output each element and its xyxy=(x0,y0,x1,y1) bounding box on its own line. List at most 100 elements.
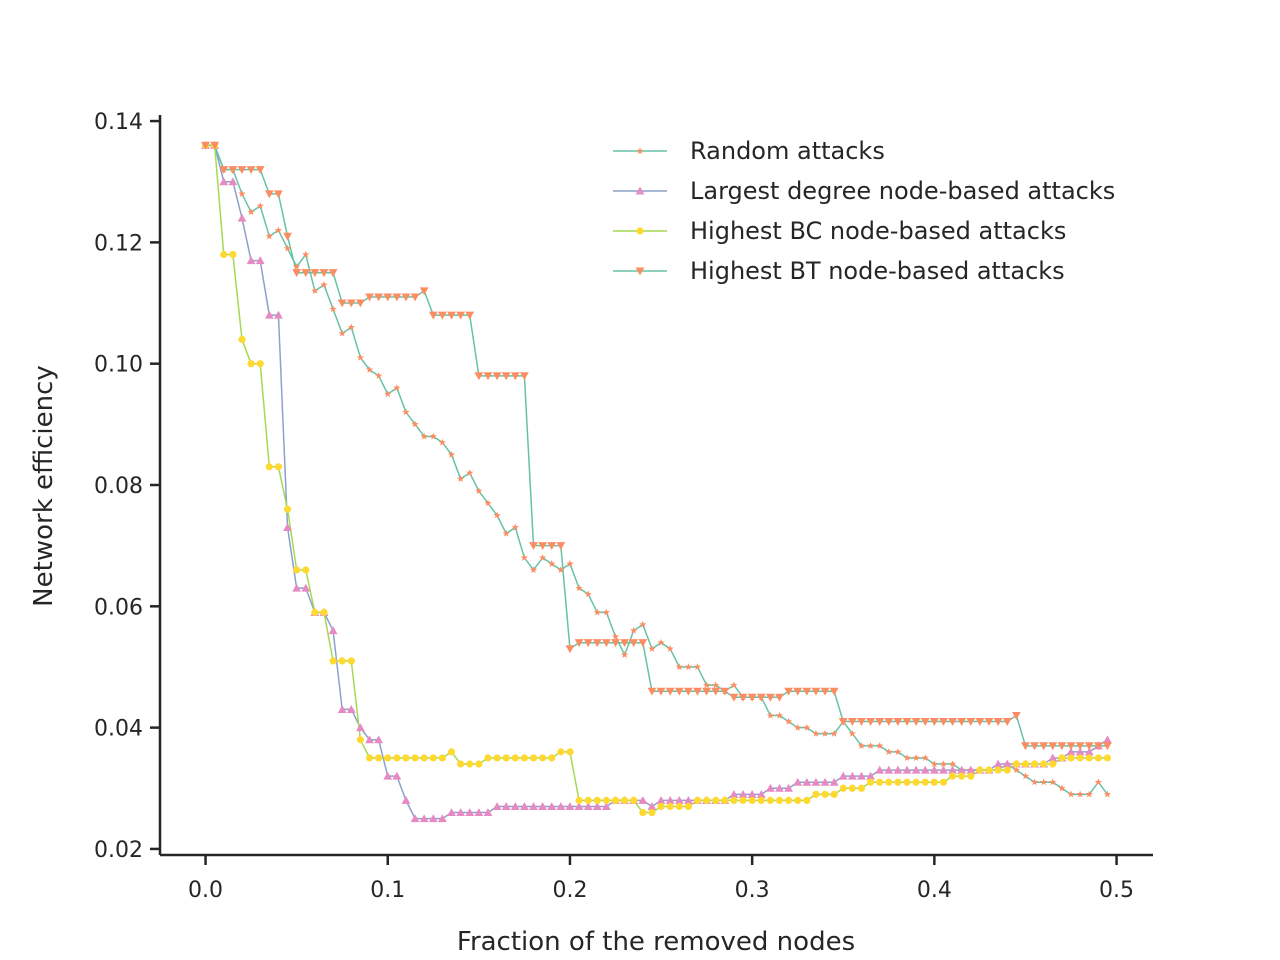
data-point xyxy=(775,783,784,792)
data-point xyxy=(1011,711,1021,720)
data-point xyxy=(1094,754,1102,762)
data-point xyxy=(647,687,657,696)
data-point xyxy=(966,765,976,774)
data-point xyxy=(511,754,519,762)
data-point xyxy=(338,329,346,337)
legend-marker xyxy=(636,147,644,155)
data-point xyxy=(293,566,301,574)
data-point xyxy=(474,372,484,381)
data-point xyxy=(857,742,866,749)
data-point xyxy=(229,250,237,259)
data-point xyxy=(702,687,712,696)
data-point xyxy=(611,639,620,648)
data-point xyxy=(620,639,630,648)
data-point xyxy=(283,232,292,241)
data-point xyxy=(775,711,784,719)
data-point xyxy=(875,765,885,774)
data-point xyxy=(520,754,529,762)
y-tick-label: 0.06 xyxy=(94,595,143,620)
data-point xyxy=(1084,742,1094,751)
data-point xyxy=(903,778,911,786)
data-point xyxy=(912,754,920,762)
data-point xyxy=(393,754,401,762)
data-point xyxy=(539,553,547,561)
data-point xyxy=(1049,778,1057,786)
data-point xyxy=(666,644,674,652)
data-point xyxy=(401,796,411,804)
data-point xyxy=(1040,760,1048,768)
series-line-2 xyxy=(205,144,1108,820)
data-point xyxy=(702,681,711,689)
data-point xyxy=(939,778,948,786)
data-point xyxy=(656,796,666,804)
data-point xyxy=(256,360,264,368)
data-point xyxy=(665,796,675,804)
data-point xyxy=(1030,778,1039,786)
data-point xyxy=(1076,754,1084,762)
data-point xyxy=(929,718,939,726)
data-point xyxy=(893,765,903,774)
data-point xyxy=(438,438,447,446)
data-point xyxy=(876,742,884,749)
data-point xyxy=(238,190,246,197)
data-point xyxy=(538,542,548,551)
data-point xyxy=(929,765,939,774)
data-point xyxy=(1057,742,1067,751)
data-point xyxy=(356,299,365,308)
data-point xyxy=(1075,747,1085,756)
data-point xyxy=(410,293,420,302)
data-point xyxy=(456,311,466,320)
data-point xyxy=(1030,742,1039,751)
data-point xyxy=(866,742,875,749)
data-point xyxy=(456,808,466,817)
series-line-1 xyxy=(205,144,1109,796)
data-point xyxy=(438,814,447,823)
data-point xyxy=(274,226,283,234)
data-point xyxy=(930,778,938,786)
data-point xyxy=(803,796,811,805)
data-point xyxy=(247,360,255,368)
data-point xyxy=(885,748,893,755)
x-tick-label: 0.0 xyxy=(188,878,223,903)
data-point xyxy=(784,717,793,725)
data-point xyxy=(447,808,456,817)
legend: Random attacks Largest degree node-based … xyxy=(613,137,1115,285)
data-point xyxy=(593,796,601,805)
data-point xyxy=(428,311,438,320)
data-point xyxy=(264,310,274,319)
data-point xyxy=(501,802,511,810)
data-point xyxy=(712,681,720,689)
data-point xyxy=(274,310,283,319)
data-point xyxy=(920,765,930,774)
data-point xyxy=(520,802,529,810)
data-point xyxy=(283,505,292,513)
data-point xyxy=(802,687,812,696)
data-point xyxy=(356,353,365,361)
data-point xyxy=(911,718,921,726)
data-point xyxy=(556,542,566,551)
data-point xyxy=(274,190,283,199)
data-point xyxy=(246,256,256,265)
data-point xyxy=(1076,790,1084,798)
series-3-points xyxy=(201,141,1112,817)
data-point xyxy=(520,553,529,561)
data-point xyxy=(457,760,465,768)
data-point xyxy=(894,748,902,755)
series-4-points xyxy=(201,141,1112,751)
data-point xyxy=(1066,747,1076,756)
data-point xyxy=(365,293,374,302)
data-point xyxy=(1058,784,1066,792)
data-point xyxy=(1103,735,1112,744)
data-point xyxy=(510,372,520,381)
data-point xyxy=(948,765,957,774)
series-line-4 xyxy=(205,144,1108,747)
data-point xyxy=(912,778,920,786)
data-point xyxy=(848,729,856,737)
data-point xyxy=(630,626,638,634)
data-point xyxy=(730,681,738,689)
data-point xyxy=(1093,742,1103,751)
data-point xyxy=(656,687,666,696)
data-point xyxy=(665,687,675,696)
data-point xyxy=(993,759,1003,768)
y-tick-label: 0.12 xyxy=(94,231,143,256)
